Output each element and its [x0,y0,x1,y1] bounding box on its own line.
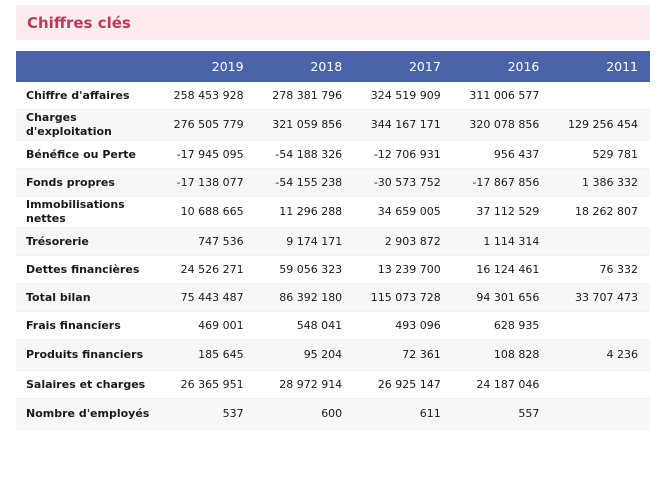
table-cell: 320 078 856 [452,109,552,141]
table-cell: 311 006 577 [452,82,552,110]
table-cell [551,398,650,430]
row-label: Nombre d'employés [16,398,157,430]
table-cell: 1 386 332 [551,168,650,197]
row-label: Dettes financières [16,255,157,284]
section-header: Chiffres clés [16,5,650,40]
row-label: Charges d'exploitation [16,109,157,141]
table-cell: -54 155 238 [255,168,355,197]
table-cell: 529 781 [551,140,650,169]
table-cell: 185 645 [157,339,256,371]
table-row: Bénéfice ou Perte -17 945 095 -54 188 32… [16,140,650,169]
table-row: Dettes financières 24 526 271 59 056 323… [16,255,650,284]
table-cell: 16 124 461 [452,255,552,284]
table-row: Frais financiers 469 001 548 041 493 096… [16,311,650,340]
table-cell: 344 167 171 [354,109,453,141]
row-label: Frais financiers [16,311,157,340]
key-figures-table: 2019 2018 2017 2016 2011 Chiffre d'affai… [16,51,650,430]
table-cell: 72 361 [354,339,453,371]
table-cell: 493 096 [354,311,453,340]
header-label-cell [16,51,157,82]
table-cell: 26 925 147 [354,370,453,399]
table-cell: 537 [157,398,256,430]
table-cell: 469 001 [157,311,256,340]
section-title: Chiffres clés [27,13,131,32]
row-label: Immobilisations nettes [16,196,157,228]
table-cell: 956 437 [452,140,552,169]
table-cell: 33 707 473 [551,283,650,312]
table-cell: 86 392 180 [255,283,355,312]
table-cell: 94 301 656 [452,283,552,312]
row-label: Total bilan [16,283,157,312]
year-header: 2019 [157,51,256,82]
table-cell: 18 262 807 [551,196,650,228]
table-cell: 129 256 454 [551,109,650,141]
table-cell: -54 188 326 [255,140,355,169]
row-label: Bénéfice ou Perte [16,140,157,169]
table-cell: 76 332 [551,255,650,284]
table-cell: -17 138 077 [157,168,256,197]
table-cell: -17 945 095 [157,140,256,169]
table-cell: 278 381 796 [255,82,355,110]
table-cell: -12 706 931 [354,140,453,169]
table-cell: -30 573 752 [354,168,453,197]
table-cell: 747 536 [157,227,256,256]
table-row: Nombre d'employés 537 600 611 557 [16,398,650,430]
table-cell: 24 187 046 [452,370,552,399]
table-cell [551,311,650,340]
row-label: Salaires et charges [16,370,157,399]
table-cell: 2 903 872 [354,227,453,256]
table-row: Total bilan 75 443 487 86 392 180 115 07… [16,283,650,312]
table-cell: 95 204 [255,339,355,371]
table-header-row: 2019 2018 2017 2016 2011 [16,51,650,82]
year-header: 2018 [255,51,355,82]
table-row: Salaires et charges 26 365 951 28 972 91… [16,370,650,399]
table-cell: 59 056 323 [255,255,355,284]
table-row: Produits financiers 185 645 95 204 72 36… [16,339,650,371]
year-header: 2011 [551,51,650,82]
table-row: Chiffre d'affaires 258 453 928 278 381 7… [16,82,650,110]
table-cell: 26 365 951 [157,370,256,399]
table-cell: 75 443 487 [157,283,256,312]
table-cell: 258 453 928 [157,82,256,110]
table-cell [551,227,650,256]
table-cell [551,370,650,399]
table-cell: 1 114 314 [452,227,552,256]
table-cell: 115 073 728 [354,283,453,312]
year-header: 2017 [354,51,453,82]
table-cell: 557 [452,398,552,430]
row-label: Chiffre d'affaires [16,82,157,110]
row-label: Produits financiers [16,339,157,371]
table-cell [551,82,650,110]
row-label: Trésorerie [16,227,157,256]
table-row: Fonds propres -17 138 077 -54 155 238 -3… [16,168,650,197]
table-cell: 321 059 856 [255,109,355,141]
table-cell: 108 828 [452,339,552,371]
table-cell: 10 688 665 [157,196,256,228]
table-cell: 37 112 529 [452,196,552,228]
table-cell: 9 174 171 [255,227,355,256]
table-cell: 628 935 [452,311,552,340]
table-row: Charges d'exploitation 276 505 779 321 0… [16,109,650,141]
table-cell: 611 [354,398,453,430]
table-cell: 548 041 [255,311,355,340]
table-cell: 276 505 779 [157,109,256,141]
table-cell: 24 526 271 [157,255,256,284]
year-header: 2016 [452,51,552,82]
table-cell: 600 [255,398,355,430]
table-cell: 28 972 914 [255,370,355,399]
table-cell: -17 867 856 [452,168,552,197]
row-label: Fonds propres [16,168,157,197]
table-cell: 324 519 909 [354,82,453,110]
table-cell: 11 296 288 [255,196,355,228]
table-cell: 13 239 700 [354,255,453,284]
table-cell: 4 236 [551,339,650,371]
table-row: Trésorerie 747 536 9 174 171 2 903 872 1… [16,227,650,256]
table-row: Immobilisations nettes 10 688 665 11 296… [16,196,650,228]
table-cell: 34 659 005 [354,196,453,228]
